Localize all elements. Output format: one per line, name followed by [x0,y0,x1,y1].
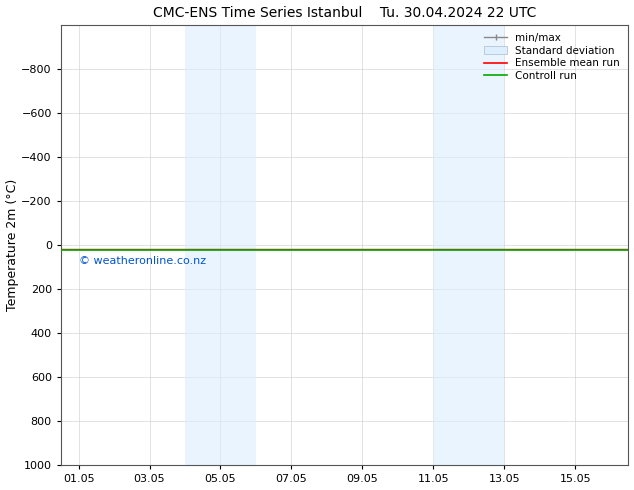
Bar [433,25,504,465]
Bar [185,25,256,465]
Text: © weatheronline.co.nz: © weatheronline.co.nz [79,256,205,266]
Y-axis label: Temperature 2m (°C): Temperature 2m (°C) [6,179,18,311]
Title: CMC-ENS Time Series Istanbul    Tu. 30.04.2024 22 UTC: CMC-ENS Time Series Istanbul Tu. 30.04.2… [153,5,536,20]
Legend: min/max, Standard deviation, Ensemble mean run, Controll run: min/max, Standard deviation, Ensemble me… [481,30,623,84]
